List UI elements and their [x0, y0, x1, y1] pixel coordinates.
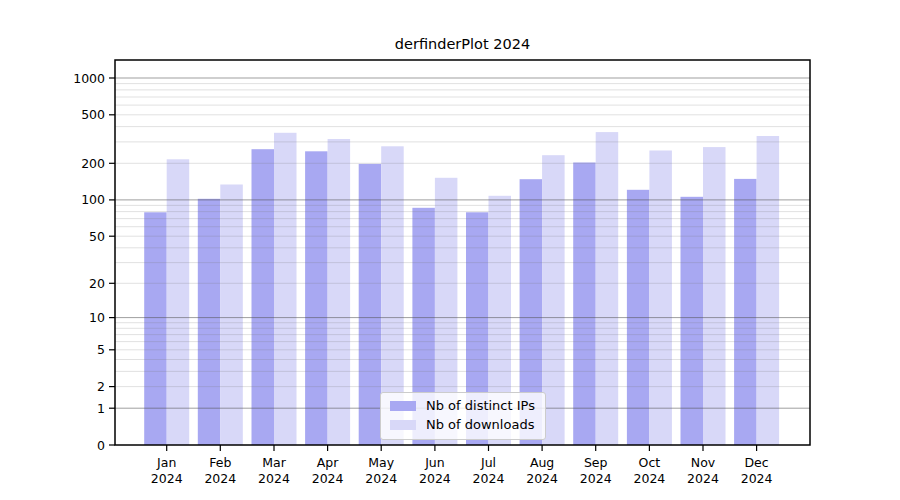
y-tick-label: 10 [89, 310, 105, 325]
legend-swatch-distinct-ips [390, 401, 416, 411]
y-tick-label: 5 [97, 342, 105, 357]
x-tick-label-year: 2024 [687, 471, 719, 486]
y-tick-label: 200 [81, 156, 105, 171]
bar-downloads-jan [167, 159, 190, 445]
y-tick-label: 1000 [73, 71, 105, 86]
x-tick-label-month: Apr [317, 455, 339, 470]
y-tick-label: 2 [97, 379, 105, 394]
x-tick-label-month: Feb [209, 455, 231, 470]
x-tick-label-year: 2024 [204, 471, 236, 486]
x-tick-label-year: 2024 [258, 471, 290, 486]
legend-label-downloads: Nb of downloads [426, 418, 534, 432]
x-tick-label-month: Dec [744, 455, 768, 470]
x-tick-label-year: 2024 [580, 471, 612, 486]
x-tick-label-year: 2024 [419, 471, 451, 486]
legend-item-downloads: Nb of downloads [390, 418, 535, 432]
y-tick-label: 20 [89, 276, 105, 291]
legend: Nb of distinct IPs Nb of downloads [380, 392, 546, 440]
legend-item-distinct-ips: Nb of distinct IPs [390, 399, 535, 413]
x-tick-label-year: 2024 [633, 471, 665, 486]
y-tick-label: 0 [97, 438, 105, 453]
y-tick-label: 500 [81, 107, 105, 122]
x-tick-label-month: Jul [480, 455, 496, 470]
x-tick-label-month: Sep [584, 455, 608, 470]
bar-downloads-dec [757, 136, 780, 445]
x-tick-label-month: May [368, 455, 394, 470]
y-tick-label: 100 [81, 192, 105, 207]
x-tick-label-year: 2024 [741, 471, 773, 486]
x-tick-label-year: 2024 [151, 471, 183, 486]
x-tick-label-month: Jun [424, 455, 445, 470]
bar-distinct-ips-sep [573, 163, 596, 446]
x-tick-label-year: 2024 [526, 471, 558, 486]
x-tick-label-year: 2024 [312, 471, 344, 486]
legend-swatch-downloads [390, 420, 416, 430]
x-tick-label-month: Nov [691, 455, 716, 470]
y-tick-label: 50 [89, 229, 105, 244]
bar-distinct-ips-may [359, 164, 382, 445]
x-tick-label-month: Mar [262, 455, 286, 470]
x-tick-label-month: Oct [639, 455, 661, 470]
bar-downloads-mar [274, 133, 297, 445]
y-tick-label: 1 [97, 401, 105, 416]
x-tick-label-month: Jan [156, 455, 176, 470]
bar-downloads-nov [703, 147, 726, 445]
legend-label-distinct-ips: Nb of distinct IPs [426, 399, 535, 413]
derfinder-download-stats-figure: derfinderPlot 2024 012510205010020050010… [0, 0, 900, 500]
bar-distinct-ips-apr [305, 151, 328, 445]
bar-downloads-apr [328, 139, 351, 445]
x-tick-label-month: Aug [530, 455, 554, 470]
bar-downloads-sep [596, 132, 619, 445]
x-tick-label-year: 2024 [365, 471, 397, 486]
bar-downloads-oct [649, 151, 672, 446]
bar-downloads-feb [220, 185, 243, 446]
bar-distinct-ips-mar [252, 149, 275, 445]
x-tick-label-year: 2024 [473, 471, 505, 486]
